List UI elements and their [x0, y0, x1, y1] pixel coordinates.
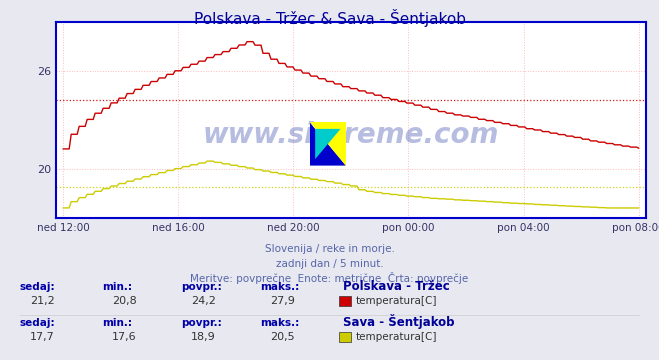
Polygon shape [310, 122, 346, 166]
Text: temperatura[C]: temperatura[C] [356, 332, 438, 342]
Text: www.si-vreme.com: www.si-vreme.com [203, 121, 499, 149]
Text: maks.:: maks.: [260, 318, 300, 328]
Polygon shape [310, 122, 346, 166]
Text: povpr.:: povpr.: [181, 282, 222, 292]
Text: Polskava - Tržec: Polskava - Tržec [343, 280, 449, 293]
Text: Sava - Šentjakob: Sava - Šentjakob [343, 314, 454, 329]
Text: povpr.:: povpr.: [181, 318, 222, 328]
Text: 21,2: 21,2 [30, 296, 55, 306]
Text: maks.:: maks.: [260, 282, 300, 292]
Text: 27,9: 27,9 [270, 296, 295, 306]
Text: 17,7: 17,7 [30, 332, 55, 342]
Text: temperatura[C]: temperatura[C] [356, 296, 438, 306]
Text: 20,8: 20,8 [112, 296, 137, 306]
Text: 18,9: 18,9 [191, 332, 216, 342]
Text: min.:: min.: [102, 318, 132, 328]
Text: zadnji dan / 5 minut.: zadnji dan / 5 minut. [275, 259, 384, 269]
Text: Meritve: povprečne  Enote: metrične  Črta: povprečje: Meritve: povprečne Enote: metrične Črta:… [190, 272, 469, 284]
Text: Polskava - Tržec & Sava - Šentjakob: Polskava - Tržec & Sava - Šentjakob [194, 9, 465, 27]
Polygon shape [315, 129, 341, 159]
Text: Slovenija / reke in morje.: Slovenija / reke in morje. [264, 244, 395, 254]
Text: sedaj:: sedaj: [20, 318, 55, 328]
Text: 24,2: 24,2 [191, 296, 216, 306]
Text: 17,6: 17,6 [112, 332, 136, 342]
Text: 20,5: 20,5 [270, 332, 295, 342]
Text: min.:: min.: [102, 282, 132, 292]
Text: sedaj:: sedaj: [20, 282, 55, 292]
